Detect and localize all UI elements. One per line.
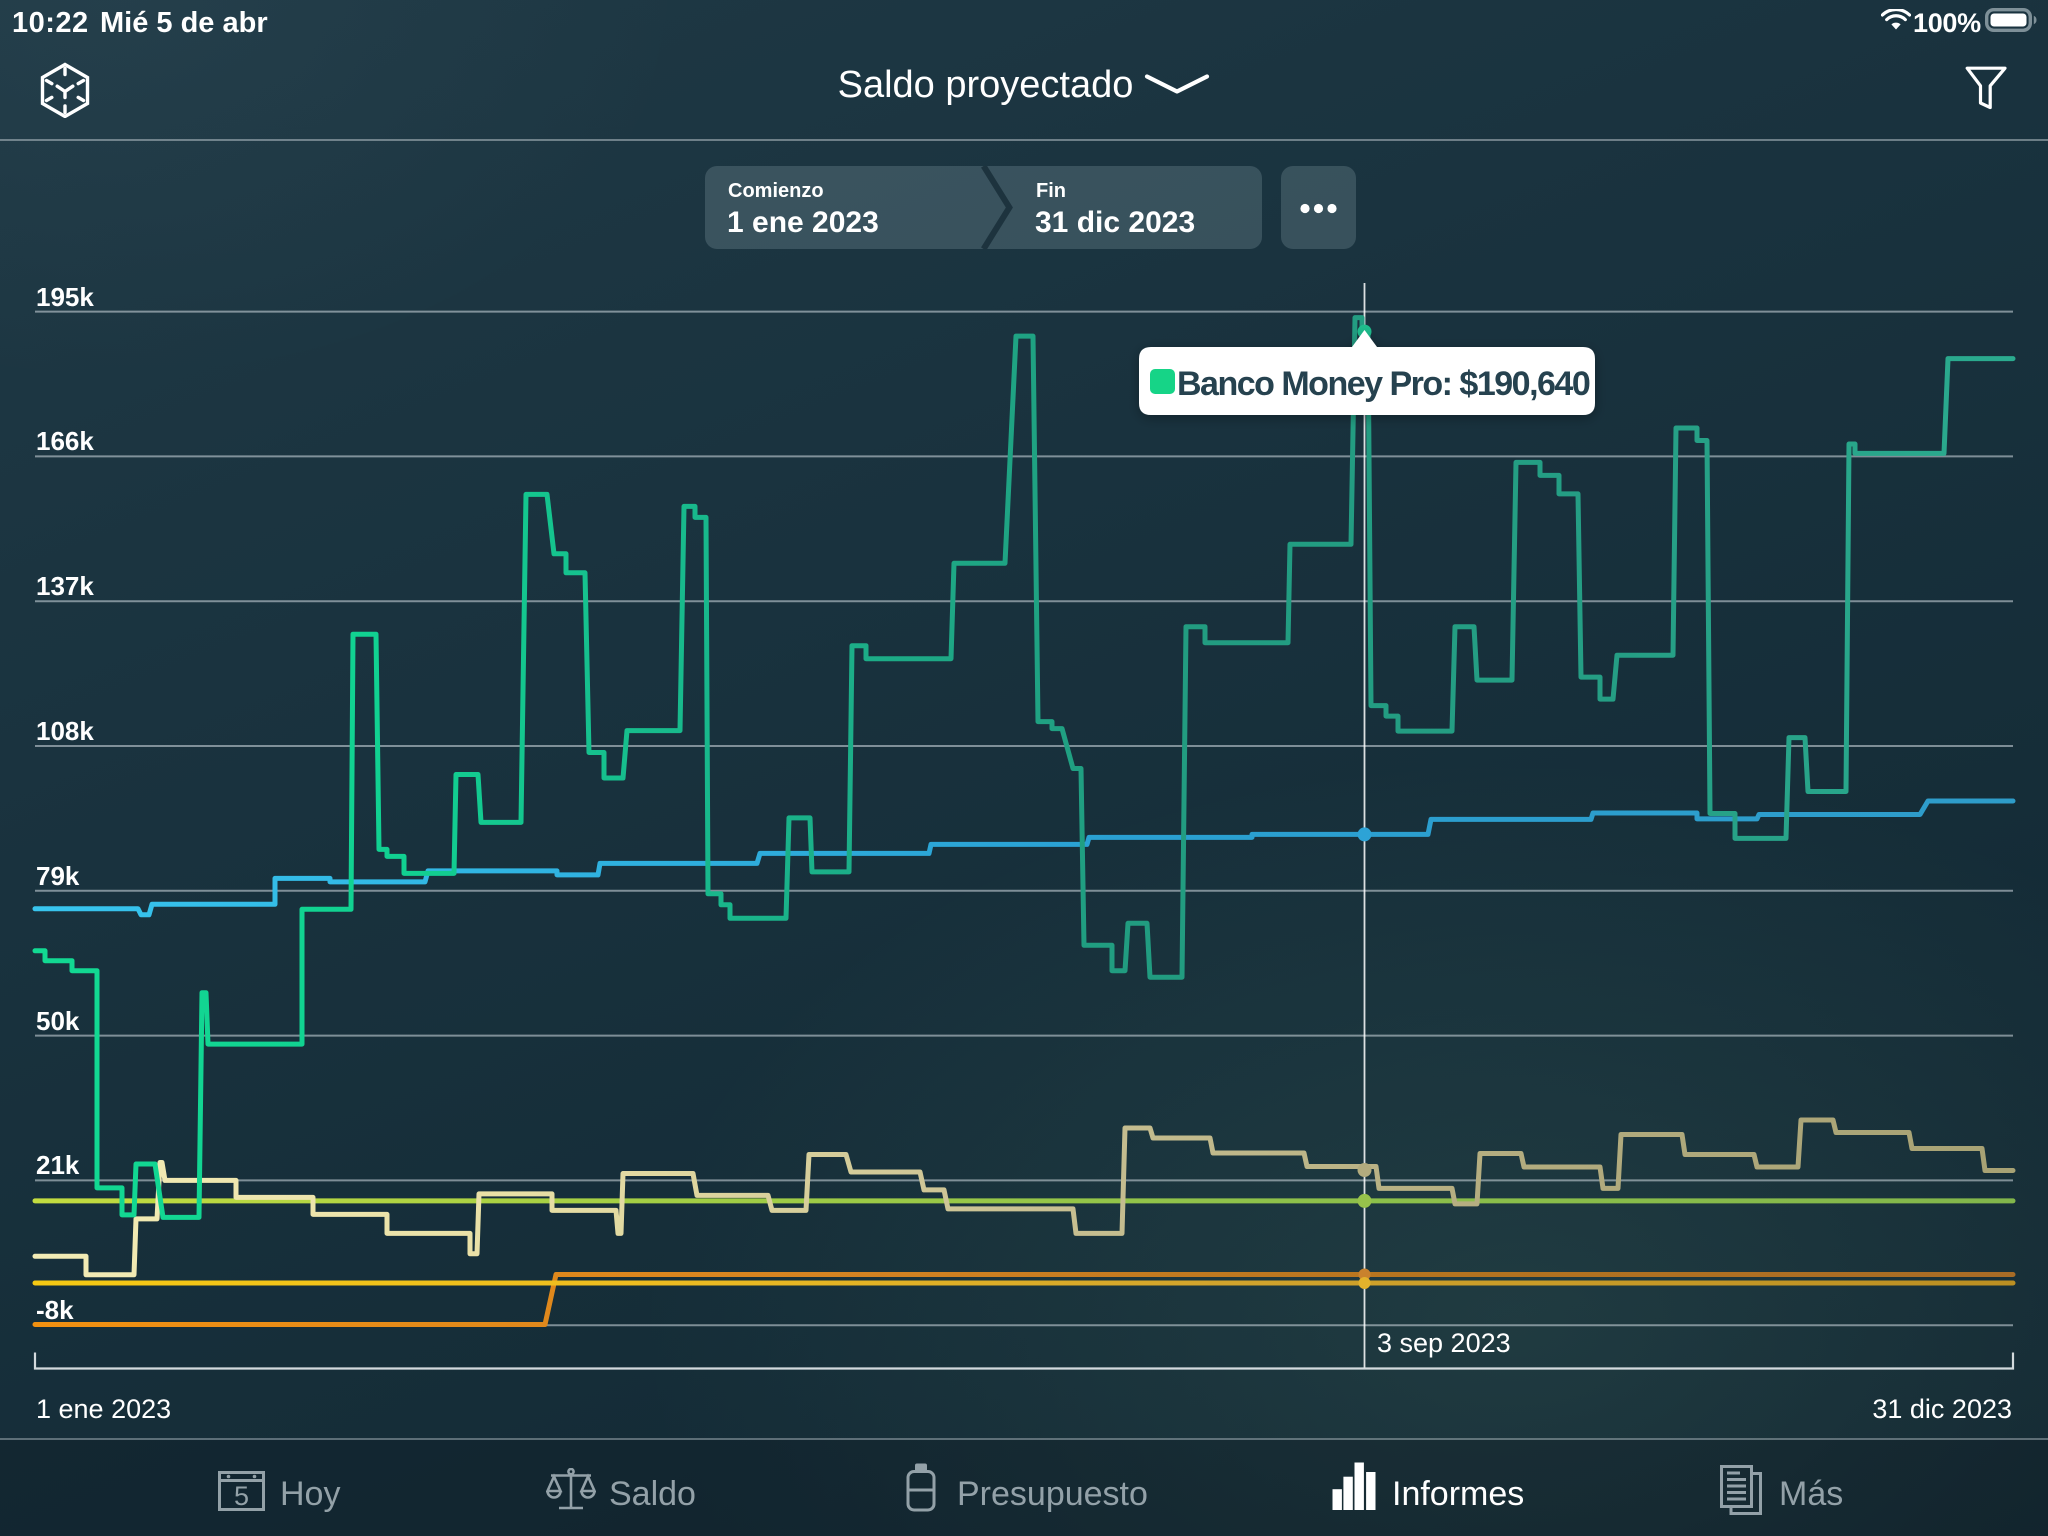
svg-text:5: 5 <box>234 1481 249 1511</box>
